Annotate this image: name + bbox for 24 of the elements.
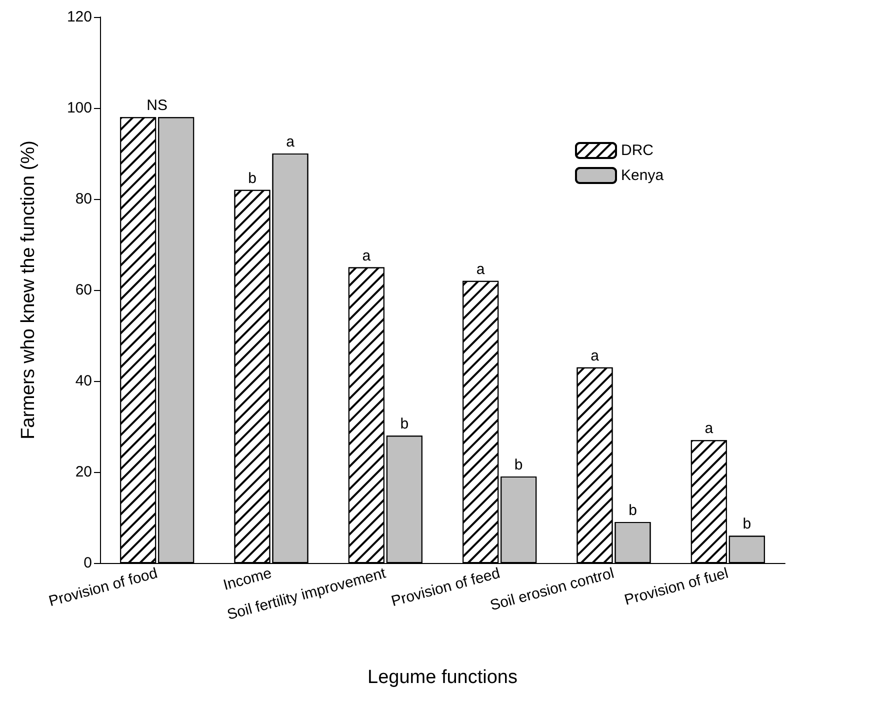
annotation: a	[362, 247, 372, 264]
annotation: b	[514, 456, 523, 474]
annotation: NS	[146, 97, 168, 114]
annotation: b	[628, 502, 637, 520]
x-tick-label: Provision of fuel	[622, 564, 730, 609]
x-axis-title: Legume functions	[368, 667, 518, 688]
y-tick-label: 60	[75, 282, 92, 298]
y-tick-label: 100	[66, 100, 92, 116]
annotation: a	[286, 134, 296, 150]
y-tick-label: 80	[75, 190, 92, 208]
annotation: a	[704, 420, 714, 438]
legend-label: DRC	[621, 142, 654, 159]
annotation: b	[248, 170, 256, 187]
annotation: a	[476, 260, 486, 278]
annotation: b	[742, 516, 752, 533]
y-tick-label: 20	[75, 464, 92, 480]
y-axis-title: Farmers who knew the function (%)	[18, 140, 39, 440]
annotation: a	[590, 347, 600, 364]
y-tick-label: 0	[84, 554, 92, 572]
x-tick-label: Income	[222, 564, 274, 594]
y-tick-label: 40	[75, 372, 92, 390]
legend-label: Kenya	[621, 167, 664, 184]
annotation: b	[400, 416, 409, 433]
y-tick-label: 120	[66, 8, 92, 26]
